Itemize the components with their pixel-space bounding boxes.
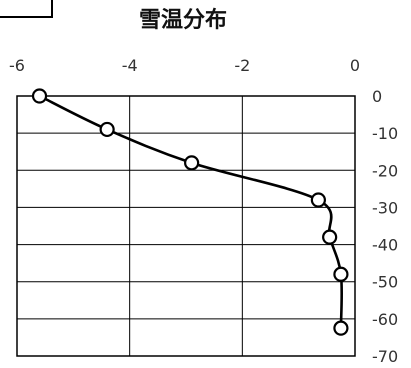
data-point — [184, 155, 200, 171]
data-point — [333, 266, 349, 282]
y-tick-label: -10 — [372, 124, 398, 143]
data-point — [322, 229, 338, 245]
corner-box — [0, 0, 53, 18]
y-tick-label: -40 — [372, 236, 398, 255]
data-point — [31, 88, 48, 104]
x-tick-label: -2 — [234, 56, 250, 75]
x-tick-label: -6 — [9, 56, 25, 75]
plot-area — [16, 95, 356, 357]
y-tick-label: -20 — [372, 161, 398, 180]
y-tick-label: -60 — [372, 310, 398, 329]
y-tick-label: -70 — [372, 347, 398, 366]
x-tick-label: 0 — [350, 56, 360, 75]
chart-title: 雪温分布 — [139, 7, 227, 33]
y-tick-label: -30 — [372, 198, 398, 217]
data-point — [99, 121, 115, 138]
y-tick-label: -50 — [372, 273, 398, 292]
data-point — [333, 320, 349, 336]
series-line — [38, 94, 344, 330]
y-tick-label: 0 — [372, 87, 382, 106]
x-tick-label: -4 — [122, 56, 138, 75]
data-point — [310, 192, 326, 208]
